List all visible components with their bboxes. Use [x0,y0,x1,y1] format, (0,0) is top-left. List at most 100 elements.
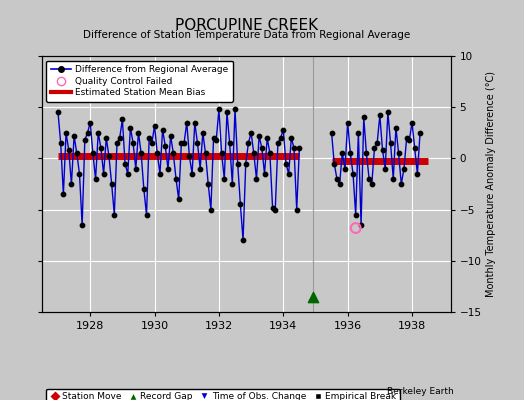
Text: PORCUPINE CREEK: PORCUPINE CREEK [174,18,318,33]
Point [244,140,253,146]
Point [234,160,242,167]
Point [169,150,178,156]
Point [121,160,129,167]
Point [357,222,365,228]
Point [204,181,212,187]
Point [290,145,298,151]
Point [201,150,210,156]
Point [140,186,148,192]
Point [247,130,255,136]
Point [354,130,363,136]
Point [220,176,228,182]
Point [212,137,221,143]
Point [59,191,68,198]
Point [150,122,159,129]
Point [83,130,92,136]
Point [124,170,132,177]
Point [413,170,422,177]
Point [260,170,269,177]
Point [285,170,293,177]
Point [309,294,317,300]
Point [378,147,387,154]
Point [177,140,185,146]
Point [115,135,124,141]
Point [64,147,73,154]
Point [231,106,239,112]
Point [359,114,368,121]
Point [352,225,360,231]
Point [100,170,108,177]
Point [389,176,397,182]
Point [386,140,395,146]
Point [172,176,180,182]
Point [381,166,389,172]
Point [57,140,65,146]
Point [148,140,156,146]
Point [167,133,175,139]
Point [129,140,137,146]
Point [346,150,355,156]
Point [188,170,196,177]
Point [343,119,352,126]
Point [81,137,89,143]
Point [215,106,223,112]
Point [405,137,413,143]
Y-axis label: Monthly Temperature Anomaly Difference (°C): Monthly Temperature Anomaly Difference (… [486,71,496,297]
Point [225,140,234,146]
Point [392,124,400,131]
Point [266,150,274,156]
Point [239,237,247,244]
Point [137,150,145,156]
Point [370,145,379,151]
Point [338,150,346,156]
Point [277,135,285,141]
Point [70,133,78,139]
Point [258,145,266,151]
Point [67,181,75,187]
Point [384,109,392,116]
Point [54,109,62,116]
Point [105,153,113,160]
Point [145,135,154,141]
Point [107,181,116,187]
Point [416,130,424,136]
Point [91,176,100,182]
Point [295,145,303,151]
Point [97,145,105,151]
Point [191,119,199,126]
Text: Berkeley Earth: Berkeley Earth [387,387,453,396]
Point [328,130,336,136]
Point [86,119,94,126]
Point [341,166,349,172]
Point [185,153,193,160]
Point [158,126,167,133]
Point [236,201,245,208]
Point [180,140,188,146]
Point [161,143,169,149]
Point [365,176,373,182]
Point [89,150,97,156]
Point [263,135,271,141]
Text: Difference of Station Temperature Data from Regional Average: Difference of Station Temperature Data f… [83,30,410,40]
Point [78,222,86,228]
Point [153,150,161,156]
Point [279,126,288,133]
Point [395,150,403,156]
Point [182,119,191,126]
Point [118,116,127,123]
Point [242,160,250,167]
Point [206,206,215,213]
Point [217,150,226,156]
Point [134,130,143,136]
Point [330,160,339,167]
Point [335,181,344,187]
Point [271,206,279,213]
Point [397,181,406,187]
Point [110,212,118,218]
Point [132,166,140,172]
Point [400,166,408,172]
Point [352,212,360,218]
Point [94,130,102,136]
Point [113,140,121,146]
Point [199,130,207,136]
